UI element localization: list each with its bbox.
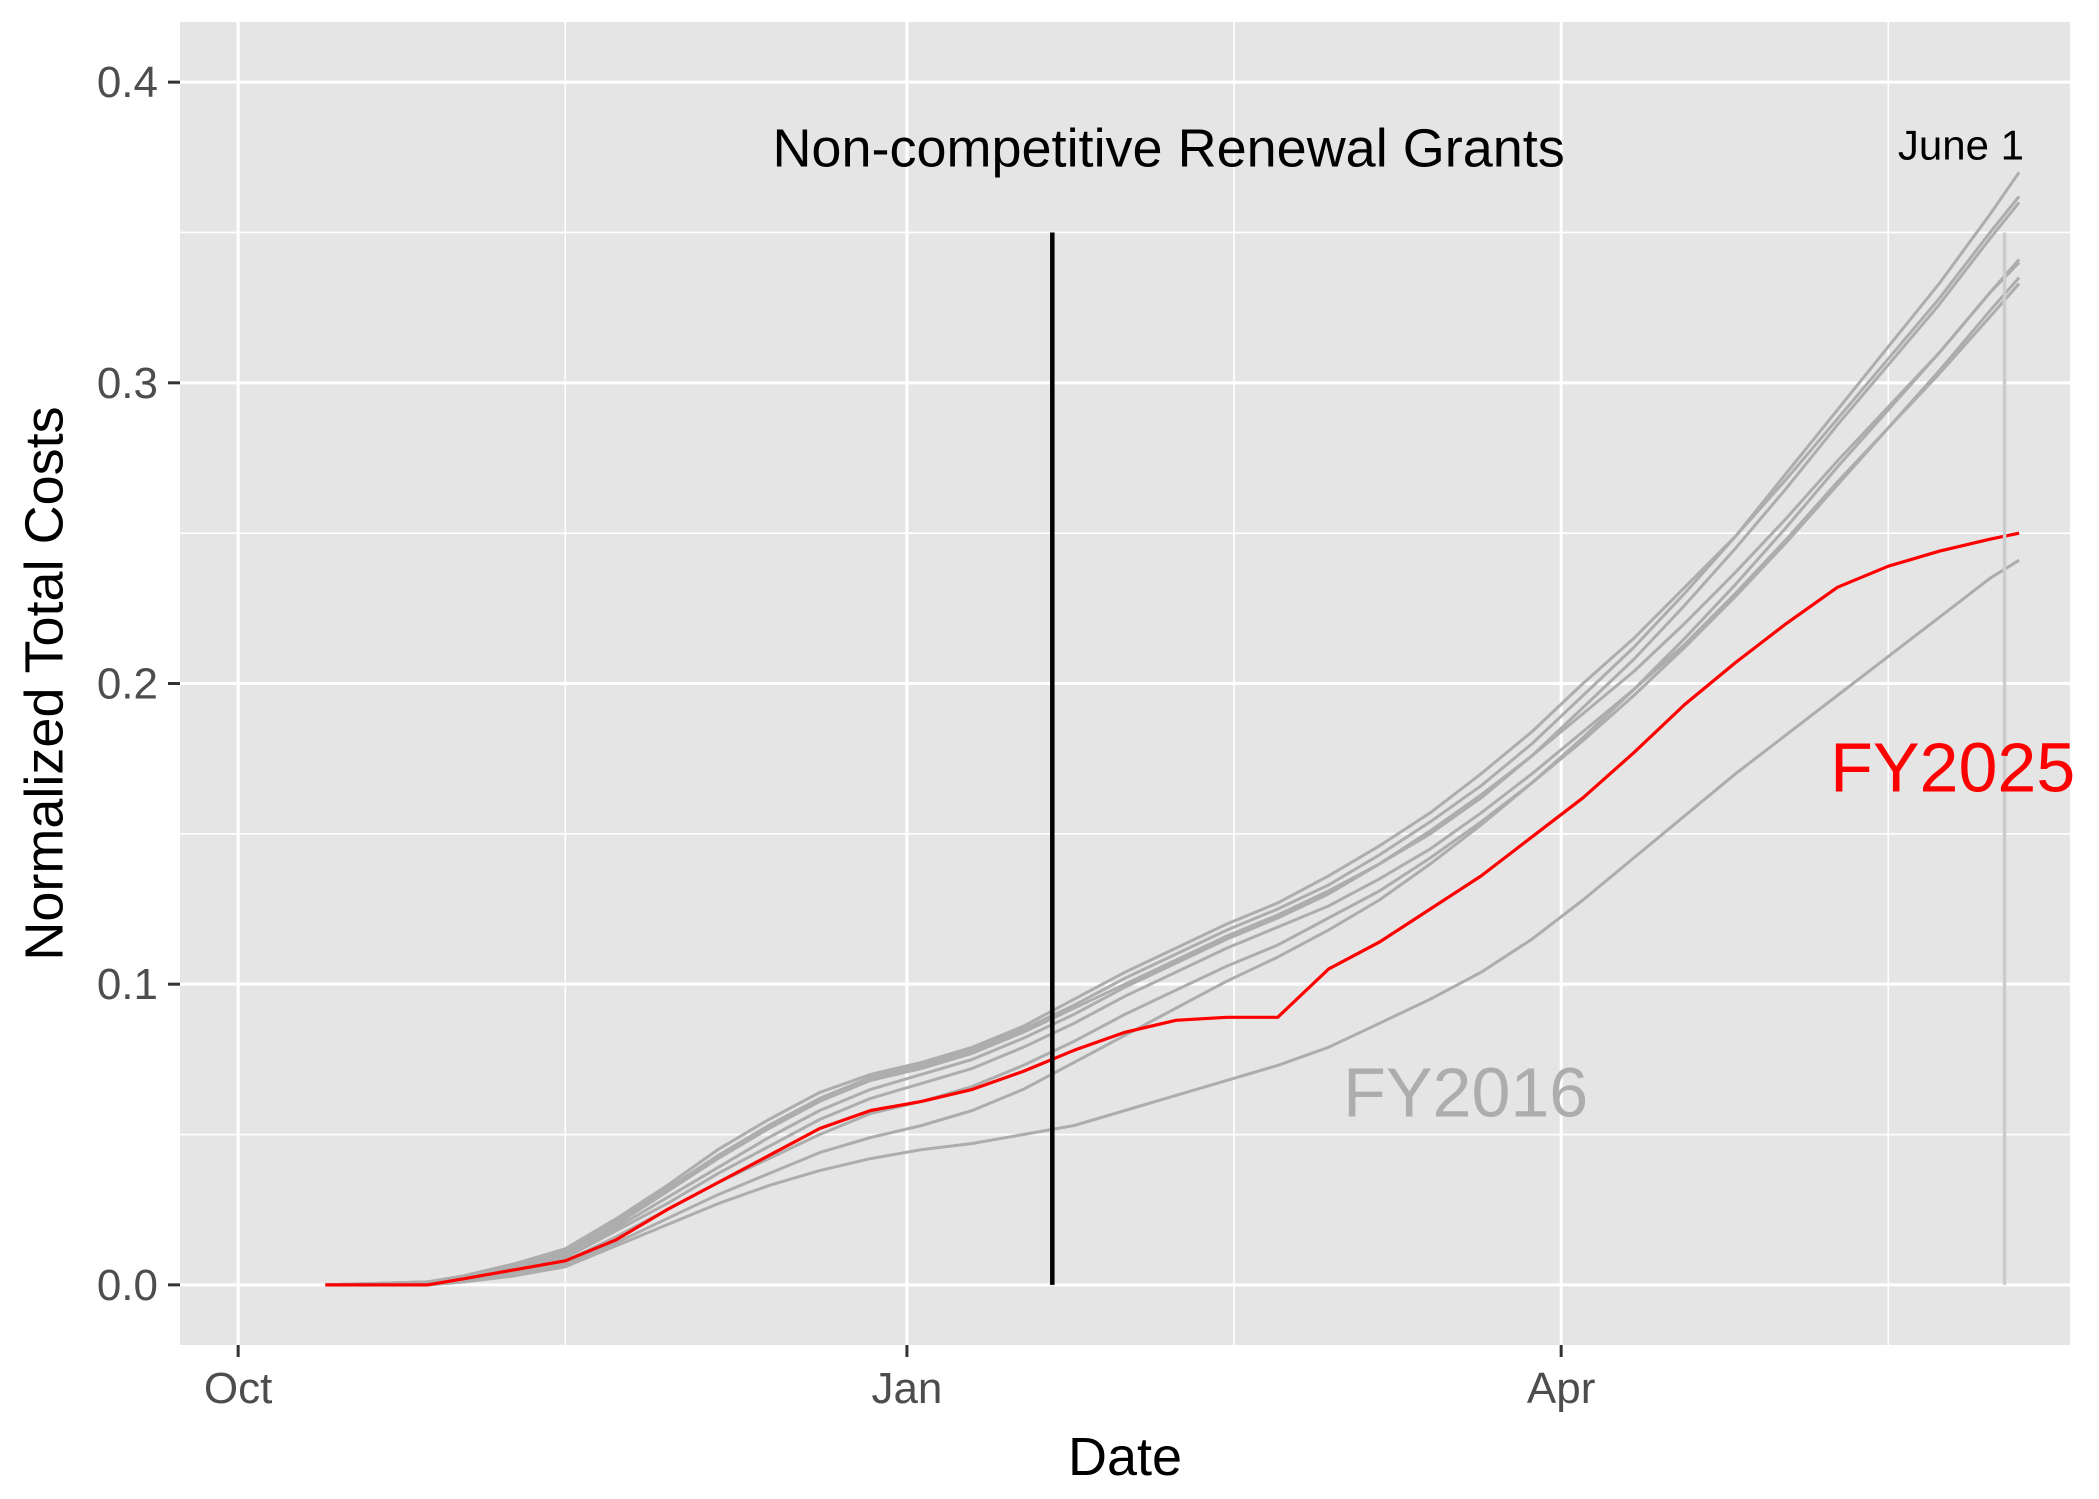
series-label-fy2016: FY2016	[1343, 1053, 1588, 1131]
series-label-fy2025: FY2025	[1830, 729, 2075, 807]
series-line-3	[325, 201, 2021, 1287]
y-tick-label: 0.2	[97, 660, 158, 709]
y-tick-label: 0.0	[97, 1261, 158, 1310]
x-axis-title: Date	[1068, 1427, 1182, 1487]
annotation-june-label: June 1	[1898, 121, 2024, 168]
series-line-8	[325, 261, 2021, 1287]
series-line-4	[325, 171, 2021, 1287]
y-tick-label: 0.4	[97, 58, 158, 107]
series-line-highlight	[325, 531, 2020, 1287]
grid-major	[180, 22, 2070, 1345]
x-tick-label: Oct	[204, 1364, 272, 1413]
series-line-2	[325, 195, 2021, 1287]
series-line-5	[325, 282, 2021, 1287]
tick-labels: 0.0 0.1 0.2 0.3 0.4 Oct Jan Apr	[97, 58, 1596, 1413]
y-axis-title: Normalized Total Costs	[14, 406, 74, 960]
x-tick-label: Apr	[1527, 1364, 1595, 1413]
x-tick-label: Jan	[871, 1364, 942, 1413]
y-tick-label: 0.3	[97, 359, 158, 408]
highlight-series	[325, 531, 2020, 1287]
series-line-1	[325, 558, 2020, 1287]
annotation-labels: FY2025 FY2016 Non-competitive Renewal Gran…	[772, 118, 2075, 1131]
axis-ticks	[168, 80, 1563, 1357]
series-line-7	[325, 258, 2021, 1287]
y-tick-label: 0.1	[97, 960, 158, 1009]
annotation-title: Non-competitive Renewal Grants	[772, 118, 1564, 178]
reference-lines	[1050, 232, 2007, 1285]
